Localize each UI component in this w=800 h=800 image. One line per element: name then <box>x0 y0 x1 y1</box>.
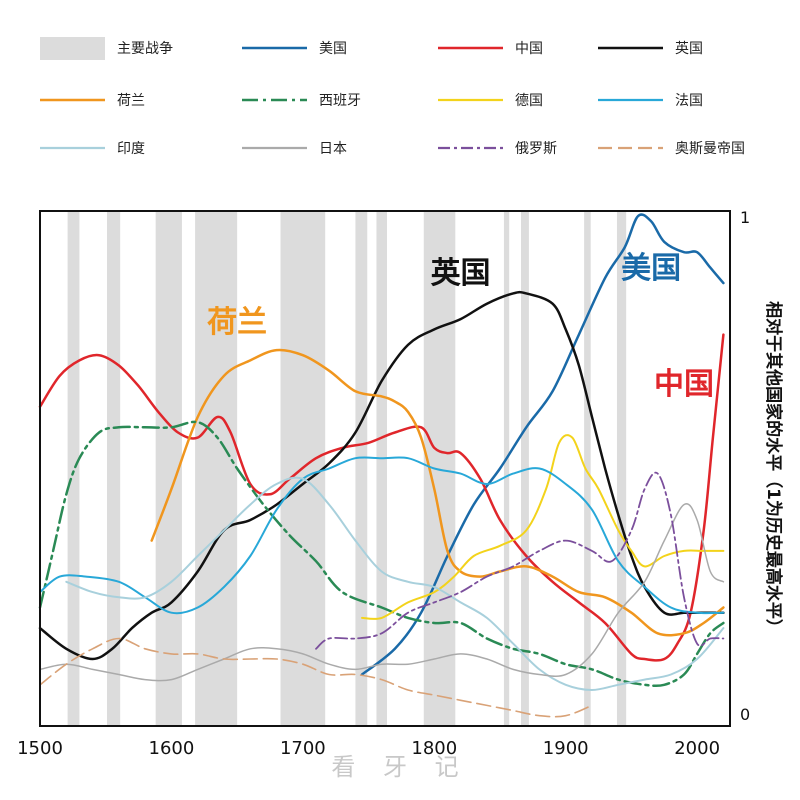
series-line-法国 <box>39 456 725 615</box>
x-tick-label: 1900 <box>543 738 589 759</box>
series-line-印度 <box>65 476 725 691</box>
series-line-日本 <box>39 503 725 682</box>
y-tick-label: 1 <box>740 208 750 227</box>
war-bands <box>67 211 627 726</box>
legend-label: 印度 <box>117 141 145 157</box>
x-tick-label: 1600 <box>149 738 195 759</box>
legend-label: 英国 <box>675 40 703 57</box>
plot-frame <box>39 210 731 727</box>
series-annotation: 英国 <box>431 256 491 291</box>
war-band <box>376 211 387 726</box>
war-band <box>521 211 529 726</box>
series-line-西班牙 <box>38 420 725 688</box>
war-band <box>67 211 80 726</box>
war-band <box>616 211 627 726</box>
x-tick-label: 2000 <box>674 738 720 759</box>
legend-label: 荷兰 <box>117 93 145 109</box>
axes: 1500 1600 1700 1800 1900 2000 0 1 <box>17 208 750 759</box>
series-annotation: 荷兰 <box>207 305 267 340</box>
war-band <box>355 211 368 726</box>
legend-label: 主要战争 <box>117 41 173 57</box>
legend-label: 西班牙 <box>319 93 361 109</box>
war-band <box>195 211 238 726</box>
series-annotation: 中国 <box>654 367 714 402</box>
series-line-美国 <box>360 213 725 676</box>
war-band <box>584 211 591 726</box>
legend-label: 中国 <box>515 41 543 57</box>
legend-swatch-war <box>40 37 105 60</box>
legend-label: 日本 <box>319 141 347 157</box>
legend-label: 德国 <box>515 93 543 109</box>
series-lines <box>38 213 725 718</box>
legend-label: 俄罗斯 <box>515 141 557 157</box>
y-axis-label: 相对于其他国家的水平（1为历史最高水平） <box>763 301 784 636</box>
series-line-德国 <box>361 434 725 620</box>
legend-label: 法国 <box>675 93 703 109</box>
legend-label: 奥斯曼帝国 <box>675 140 745 157</box>
x-tick-label: 1700 <box>280 738 326 759</box>
watermark: 看 牙 记 <box>331 753 468 781</box>
x-tick-label: 1500 <box>17 738 63 759</box>
series-line-奥斯曼帝国 <box>39 637 593 718</box>
series-annotation: 美国 <box>621 251 681 286</box>
legend-label: 美国 <box>319 41 347 57</box>
series-line-中国 <box>38 333 725 662</box>
series-line-俄罗斯 <box>315 471 725 650</box>
y-tick-label: 0 <box>740 705 750 724</box>
x-tick-label: 1800 <box>411 738 457 759</box>
war-band <box>503 211 510 726</box>
